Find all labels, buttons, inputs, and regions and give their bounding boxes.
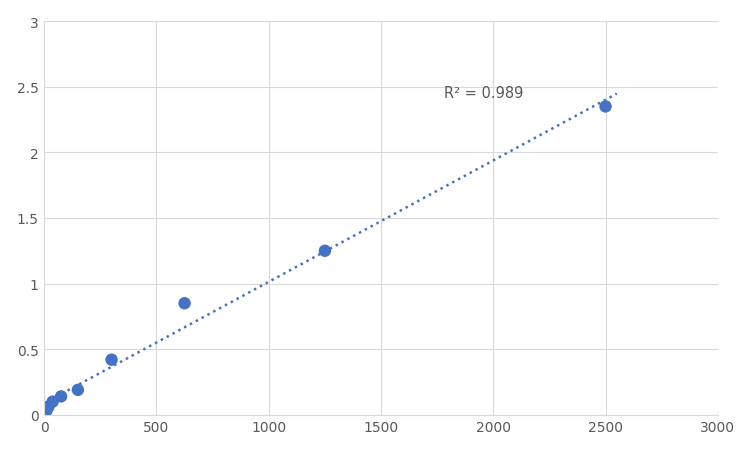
Point <box>72 387 84 394</box>
Point <box>41 407 53 414</box>
Point <box>105 356 117 364</box>
Point <box>55 393 67 400</box>
Point <box>599 104 611 111</box>
Point <box>319 248 331 255</box>
Text: R² = 0.989: R² = 0.989 <box>444 85 523 100</box>
Point <box>42 403 54 410</box>
Point <box>47 398 59 405</box>
Point <box>178 300 190 307</box>
